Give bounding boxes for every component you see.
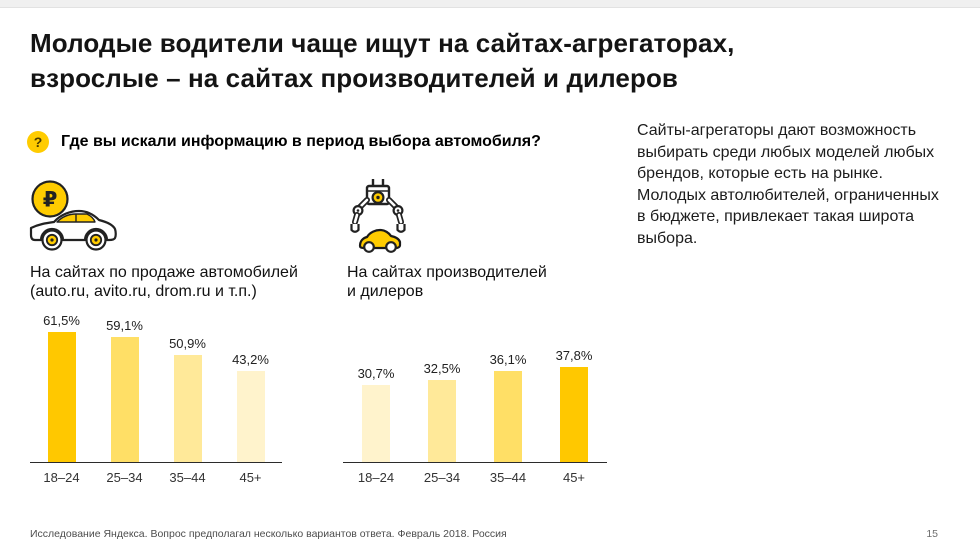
bar [236, 371, 265, 462]
bar-value-label: 32,5% [423, 361, 461, 376]
chart-title-manufacturer-dealer-sites: На сайтах производителей и дилеров [347, 264, 547, 300]
bar-area: 61,5% 59,1% 50,9% 43,2% [30, 308, 282, 463]
bar-value-label: 30,7% [357, 366, 395, 381]
question-mark-icon: ? [27, 131, 49, 153]
bar [47, 332, 76, 462]
page-number: 15 [926, 528, 938, 540]
car-with-ruble-coin-icon: ₽ [28, 179, 118, 252]
question-row: ? Где вы искали информацию в период выбо… [27, 131, 541, 153]
bar-value-label: 59,1% [106, 318, 143, 333]
svg-text:₽: ₽ [43, 188, 58, 212]
category-label: 18–24 [43, 470, 80, 485]
bar [110, 337, 139, 462]
top-strip [0, 0, 980, 8]
bar [560, 367, 588, 462]
robot-claw-with-car-graphic [350, 179, 406, 253]
slide-title: Молодые водители чаще ищут на сайтах-агр… [30, 28, 735, 93]
category-label: 45+ [562, 470, 586, 485]
bar [428, 380, 456, 462]
category-label: 35–44 [489, 470, 527, 485]
bar-column: 30,7% [343, 366, 409, 462]
category-label: 35–44 [169, 470, 206, 485]
car-with-ruble-coin-graphic: ₽ [29, 180, 117, 251]
category-label: 45+ [239, 470, 262, 485]
footer-source-note: Исследование Яндекса. Вопрос предполагал… [30, 528, 507, 540]
aside-commentary: Сайты-агрегаторы дают возможность выбира… [637, 122, 939, 247]
bar-column: 43,2% [219, 352, 282, 462]
category-label: 25–34 [423, 470, 461, 485]
question-text: Где вы искали информацию в период выбора… [61, 133, 541, 150]
bar-value-label: 43,2% [232, 352, 269, 367]
category-label: 18–24 [357, 470, 395, 485]
bar-column: 59,1% [93, 318, 156, 462]
x-axis-labels: 18–24 25–34 35–44 45+ [30, 463, 282, 485]
bar-value-label: 50,9% [169, 336, 206, 351]
bar-value-label: 61,5% [43, 313, 80, 328]
bar-value-label: 37,8% [555, 348, 593, 363]
bar-area: 30,7% 32,5% 36,1% 37,8% [343, 308, 607, 463]
chart-manufacturer-dealer-sites: 30,7% 32,5% 36,1% 37,8% 18–24 25–34 35–44 45+ [343, 308, 607, 485]
chart-title-aggregator-sites: На сайтах по продаже автомобилей (auto.r… [30, 264, 298, 300]
bar [494, 371, 522, 462]
chart-aggregator-sites: 61,5% 59,1% 50,9% 43,2% 18–24 25–34 35–44 45+ [30, 308, 282, 485]
category-label: 25–34 [106, 470, 143, 485]
bar-value-label: 36,1% [489, 352, 527, 367]
bar [362, 385, 390, 462]
bar-column: 50,9% [156, 336, 219, 462]
bar-column: 61,5% [30, 313, 93, 462]
bar-column: 37,8% [541, 348, 607, 462]
bar-column: 32,5% [409, 361, 475, 462]
bar-column: 36,1% [475, 352, 541, 462]
robot-claw-with-car-icon [349, 177, 407, 257]
bar [173, 355, 202, 462]
x-axis-labels: 18–24 25–34 35–44 45+ [343, 463, 607, 485]
